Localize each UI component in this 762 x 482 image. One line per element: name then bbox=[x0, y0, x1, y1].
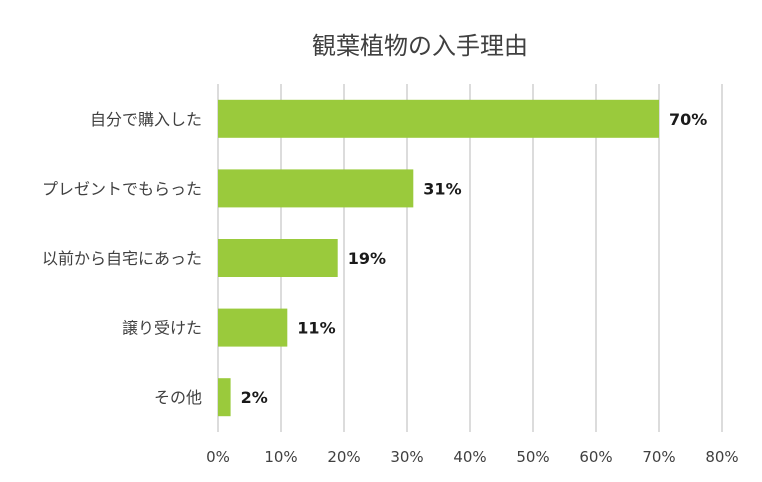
category-label: その他 bbox=[154, 388, 202, 407]
x-tick-label: 40% bbox=[453, 448, 486, 466]
x-tick-label: 80% bbox=[705, 448, 738, 466]
category-label: 自分で購入した bbox=[90, 110, 202, 129]
chart-title: 観葉植物の入手理由 bbox=[312, 32, 528, 60]
x-tick-label: 30% bbox=[390, 448, 423, 466]
data-label: 2% bbox=[241, 388, 268, 407]
x-tick-label: 60% bbox=[579, 448, 612, 466]
bars bbox=[218, 99, 659, 417]
x-tick-label: 10% bbox=[264, 448, 297, 466]
bar bbox=[218, 239, 338, 277]
data-label: 31% bbox=[423, 179, 461, 198]
category-label: 譲り受けた bbox=[122, 319, 202, 338]
bar bbox=[218, 378, 231, 417]
x-tick-label: 70% bbox=[642, 448, 675, 466]
x-tick-label: 50% bbox=[516, 448, 549, 466]
category-label: 以前から自宅にあった bbox=[42, 249, 202, 268]
data-label: 11% bbox=[297, 319, 335, 338]
grid-lines bbox=[217, 84, 723, 432]
bar bbox=[218, 308, 288, 347]
data-label: 70% bbox=[669, 110, 707, 129]
x-tick-label: 0% bbox=[206, 448, 230, 466]
category-label: プレゼントでもらった bbox=[42, 179, 202, 198]
labels: 0% 10% 20% 30% 40% 50% 60% 70% 80% 自分で購入した 70% プレゼン… bbox=[42, 110, 739, 466]
bar bbox=[218, 99, 659, 138]
x-tick-label: 20% bbox=[327, 448, 360, 466]
bar bbox=[218, 169, 414, 208]
data-label: 19% bbox=[348, 249, 386, 268]
